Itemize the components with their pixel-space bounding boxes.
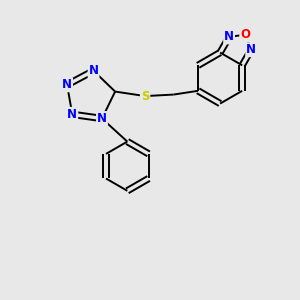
Text: N: N xyxy=(97,112,107,125)
Text: N: N xyxy=(246,43,256,56)
Text: N: N xyxy=(224,31,234,44)
Text: N: N xyxy=(88,64,98,77)
Text: N: N xyxy=(67,108,77,121)
Text: N: N xyxy=(62,78,72,91)
Text: O: O xyxy=(240,28,250,41)
Text: S: S xyxy=(141,90,149,103)
